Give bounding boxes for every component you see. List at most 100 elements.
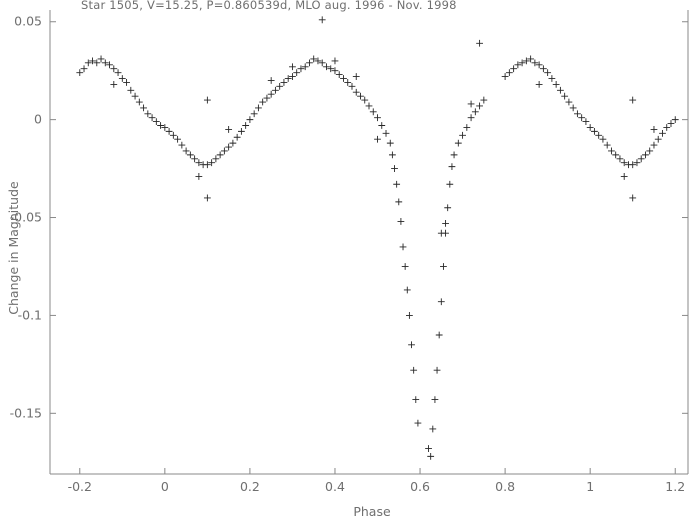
data-point	[165, 127, 173, 135]
data-point	[463, 124, 471, 131]
data-point	[437, 298, 445, 306]
data-point	[212, 155, 220, 163]
data-point	[318, 59, 326, 67]
data-point	[382, 129, 390, 137]
data-point	[591, 127, 598, 135]
data-point	[216, 151, 224, 159]
data-point	[574, 110, 581, 118]
data-point	[569, 104, 577, 112]
x-tick-label: 1	[586, 479, 594, 494]
data-point	[344, 79, 352, 86]
data-point	[505, 69, 513, 77]
data-point	[225, 143, 233, 151]
data-point	[259, 98, 267, 106]
x-tick-label: 0.2	[240, 479, 260, 494]
data-point	[144, 110, 152, 118]
x-axis-title: Phase	[353, 504, 391, 519]
data-point	[616, 155, 624, 163]
data-point	[331, 67, 339, 75]
data-point	[410, 366, 418, 374]
data-point	[335, 71, 343, 79]
data-point	[195, 173, 203, 180]
data-point	[565, 98, 573, 106]
data-point	[93, 59, 101, 67]
data-point	[459, 131, 466, 139]
data-point	[522, 57, 530, 65]
data-point	[442, 220, 449, 227]
data-point	[378, 122, 386, 129]
plot-frame	[49, 10, 689, 475]
data-point	[552, 80, 560, 88]
data-point	[646, 147, 654, 155]
data-point	[612, 151, 620, 159]
data-point	[80, 65, 88, 73]
data-point	[663, 124, 671, 131]
data-point	[386, 139, 394, 147]
data-point	[110, 65, 118, 73]
data-point	[406, 312, 413, 319]
data-point	[203, 96, 211, 104]
data-point	[84, 59, 92, 67]
x-tick-label: 1.2	[665, 479, 685, 494]
data-point	[306, 59, 313, 67]
data-point	[297, 65, 305, 73]
data-point	[650, 126, 658, 133]
data-point	[414, 419, 422, 427]
data-point	[250, 110, 258, 118]
data-point	[391, 165, 398, 172]
data-point	[161, 124, 169, 131]
data-point	[427, 452, 435, 460]
data-point	[357, 92, 364, 100]
data-point	[401, 263, 409, 270]
data-point	[191, 155, 199, 163]
data-point	[586, 124, 594, 131]
data-point	[289, 73, 296, 80]
data-point	[310, 55, 318, 63]
data-point	[637, 155, 645, 163]
data-point	[110, 80, 118, 88]
data-point	[272, 86, 279, 94]
data-point	[561, 92, 569, 100]
data-point	[535, 80, 543, 88]
y-tick-label: -0.05	[10, 210, 42, 225]
data-point	[89, 57, 96, 65]
x-tick-label: 0.8	[495, 479, 515, 494]
x-tick-label: -0.2	[68, 479, 92, 494]
data-point	[539, 65, 547, 73]
data-point	[169, 131, 177, 139]
data-point	[280, 79, 288, 86]
data-point	[531, 59, 539, 67]
data-point	[608, 147, 615, 155]
x-tick-label: 0.6	[410, 479, 430, 494]
data-point	[395, 198, 403, 206]
data-point	[388, 151, 396, 159]
data-point	[527, 55, 535, 63]
data-point	[435, 331, 443, 339]
data-point	[276, 82, 284, 90]
data-point	[152, 118, 160, 125]
data-point	[603, 141, 611, 149]
data-point	[393, 180, 401, 188]
data-point	[578, 114, 586, 122]
data-points	[76, 16, 679, 460]
data-point	[476, 39, 483, 47]
data-point	[501, 73, 509, 80]
data-point	[599, 135, 607, 143]
data-point	[667, 120, 675, 127]
data-point	[399, 243, 407, 251]
data-point	[195, 159, 203, 167]
data-point	[148, 114, 156, 122]
data-point	[289, 63, 296, 71]
data-point	[118, 75, 126, 82]
data-point	[620, 173, 628, 180]
data-point	[135, 98, 143, 106]
data-point	[642, 151, 649, 159]
data-point	[480, 96, 488, 104]
data-point	[544, 69, 552, 77]
data-point	[659, 129, 666, 137]
data-point	[467, 100, 475, 108]
data-point	[397, 218, 405, 225]
x-tick-label: 0.4	[325, 479, 345, 494]
data-point	[127, 86, 135, 94]
